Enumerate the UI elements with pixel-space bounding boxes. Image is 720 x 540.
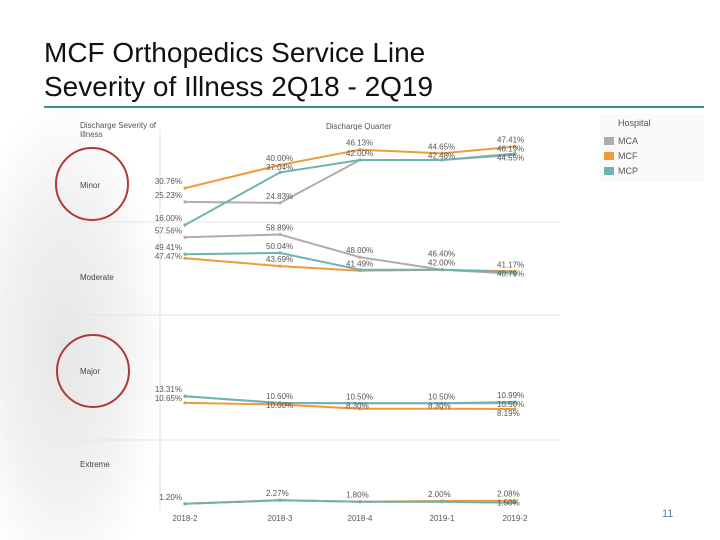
data-label: 47.41%	[497, 136, 524, 145]
data-label: 41.17%	[497, 260, 524, 269]
data-label: 25.23%	[155, 191, 182, 200]
data-label: 16.00%	[155, 214, 182, 223]
data-point-major-mcp	[183, 395, 186, 398]
data-label: 10.50%	[428, 392, 455, 401]
data-label: 1.50%	[497, 499, 520, 508]
data-label: 1.20%	[159, 493, 182, 502]
legend-label-mcp: MCP	[618, 166, 638, 176]
x-tick-label: 2018-2	[173, 514, 198, 523]
data-label: 10.00%	[266, 401, 293, 410]
data-label: 10.60%	[266, 392, 293, 401]
data-label: 42.00%	[428, 259, 455, 268]
data-point-minor-mcp	[358, 158, 361, 161]
plot-area	[160, 130, 560, 510]
page-number: 11	[662, 508, 673, 520]
data-label: 8.30%	[346, 401, 369, 410]
data-point-minor-mcp	[183, 223, 186, 226]
data-point-extreme-mcp	[440, 500, 443, 503]
data-label: 8.30%	[428, 401, 451, 410]
legend-label-mca: MCA	[618, 136, 638, 146]
data-label: 24.83%	[266, 192, 293, 201]
data-point-moderate-mca	[358, 256, 361, 259]
data-label: 42.00%	[346, 149, 373, 158]
data-label: 43.69%	[266, 255, 293, 264]
data-label: 46.13%	[346, 139, 373, 148]
data-point-moderate-mcf	[278, 265, 281, 268]
data-label: 37.04%	[266, 163, 293, 172]
legend: Hospital MCA MCF MCP	[600, 114, 704, 182]
data-label: 41.49%	[346, 260, 373, 269]
data-label: 40.00%	[266, 154, 293, 163]
data-label: 2.08%	[497, 490, 520, 499]
data-label: 13.31%	[155, 385, 182, 394]
data-point-extreme-mcp	[358, 500, 361, 503]
data-point-moderate-mcp	[440, 268, 443, 271]
data-label: 42.48%	[428, 151, 455, 160]
data-label: 30.76%	[155, 177, 182, 186]
data-point-minor-mcf	[183, 187, 186, 190]
data-point-minor-mca	[278, 201, 281, 204]
data-label: 46.19%	[497, 145, 524, 154]
x-tick-label: 2019-1	[430, 514, 455, 523]
legend-swatch-mcp	[604, 167, 614, 175]
data-label: 8.19%	[497, 409, 520, 418]
legend-swatch-mca	[604, 137, 614, 145]
data-label: 46.40%	[428, 250, 455, 259]
legend-label-mcf: MCF	[618, 151, 638, 161]
data-label: 10.50%	[497, 400, 524, 409]
data-label: 1.80%	[346, 491, 369, 500]
data-point-extreme-mcp	[183, 502, 186, 505]
data-label: 49.41%	[155, 243, 182, 252]
data-point-moderate-mca	[183, 236, 186, 239]
data-label: 57.56%	[155, 226, 182, 235]
legend-swatch-mcf	[604, 152, 614, 160]
data-point-moderate-mcf	[183, 257, 186, 260]
data-label: 2.00%	[428, 490, 451, 499]
x-tick-label: 2019-2	[503, 514, 528, 523]
data-label: 10.99%	[497, 391, 524, 400]
data-label: 47.47%	[155, 252, 182, 261]
data-label: 48.00%	[346, 246, 373, 255]
data-label: 10.65%	[155, 394, 182, 403]
data-point-moderate-mcp	[183, 253, 186, 256]
data-label: 2.27%	[266, 489, 289, 498]
data-point-minor-mca	[183, 200, 186, 203]
data-point-moderate-mcp	[278, 251, 281, 254]
data-label: 44.65%	[428, 142, 455, 151]
x-tick-label: 2018-3	[268, 514, 293, 523]
x-tick-label: 2018-4	[348, 514, 373, 523]
data-point-major-mcf	[183, 401, 186, 404]
legend-title: Hospital	[618, 118, 651, 128]
data-label: 40.79%	[497, 269, 524, 278]
data-label: 58.89%	[266, 224, 293, 233]
data-label: 44.55%	[497, 154, 524, 163]
data-point-extreme-mcp	[278, 499, 281, 502]
data-point-moderate-mca	[278, 233, 281, 236]
data-label: 10.50%	[346, 392, 373, 401]
data-label: 50.04%	[266, 242, 293, 251]
